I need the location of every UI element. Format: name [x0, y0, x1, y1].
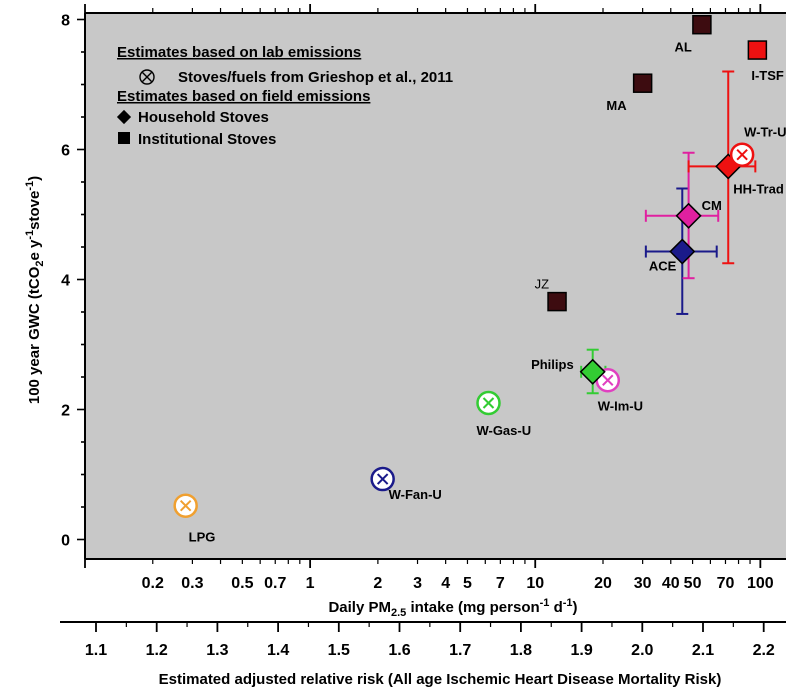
x-tick-label: 0.2 — [142, 575, 164, 592]
y-tick-label: 4 — [61, 273, 70, 290]
secondary-x-tick-label: 1.8 — [510, 642, 532, 659]
institutional-square — [547, 291, 567, 312]
legend-institutional: Institutional Stoves — [138, 131, 276, 148]
legend-lab-icon — [139, 69, 155, 85]
point-label: W-Gas-U — [476, 423, 531, 438]
secondary-x-tick-label: 2.1 — [692, 642, 714, 659]
y-axis-title: 100 year GWC (tCO2e y-1stove-1) — [24, 176, 46, 404]
lab-cross — [376, 473, 389, 485]
point-label: HH-Trad — [733, 181, 784, 196]
point-label: CM — [702, 198, 722, 213]
x-tick-label: 4 — [441, 575, 450, 592]
y-tick-label: 2 — [61, 403, 70, 420]
lab-point — [729, 142, 755, 167]
lab-point — [370, 466, 395, 492]
x-tick-label: 5 — [463, 575, 472, 592]
lab-cross — [179, 499, 192, 512]
x-tick-label: 0.3 — [181, 575, 203, 592]
point-label: MA — [606, 98, 627, 113]
x-tick-label: 3 — [413, 575, 422, 592]
x-tick-label: 30 — [634, 575, 652, 592]
point-label: ACE — [649, 259, 677, 274]
lab-cross — [602, 374, 614, 386]
y-tick-label: 8 — [61, 13, 70, 30]
secondary-x-tick-label: 1.2 — [146, 642, 168, 659]
point-label: AL — [675, 40, 692, 55]
secondary-x-tick-label: 1.7 — [449, 642, 471, 659]
secondary-x-tick-label: 1.3 — [206, 642, 228, 659]
secondary-x-tick-label: 2.2 — [753, 642, 775, 659]
x-tick-label: 0.7 — [264, 575, 286, 592]
x-axis-title: Daily PM2.5 intake (mg person-1 d-1) — [328, 597, 577, 619]
point-label: JZ — [535, 277, 550, 292]
point-label: W-Fan-U — [389, 487, 442, 502]
secondary-x-tick-label: 1.5 — [328, 642, 350, 659]
secondary-x-tick-label: 1.6 — [388, 642, 410, 659]
point-label: LPG — [189, 530, 216, 545]
point-label: W-Tr-U — [744, 125, 786, 140]
x-tick-label: 2 — [373, 575, 382, 592]
institutional-square — [632, 73, 653, 93]
y-tick-label: 0 — [61, 533, 70, 550]
secondary-x-tick-label: 1.4 — [267, 642, 289, 659]
x-tick-label: 70 — [717, 575, 735, 592]
point-label: Philips — [531, 357, 574, 372]
x-tick-label: 0.5 — [231, 575, 253, 592]
secondary-x-axis-title: Estimated adjusted relative risk (All ag… — [159, 671, 722, 688]
institutional-square — [747, 40, 768, 60]
secondary-x-tick-label: 2.0 — [631, 642, 653, 659]
lab-point — [173, 493, 198, 518]
lab-cross — [482, 397, 495, 409]
point-label: I-TSF — [751, 68, 784, 83]
legend-heading-field: Estimates based on field emissions — [117, 88, 370, 105]
x-tick-label: 7 — [496, 575, 505, 592]
legend-heading-lab: Estimates based on lab emissions — [117, 44, 361, 61]
legend-household: Household Stoves — [138, 109, 269, 126]
institutional-square — [692, 14, 712, 35]
x-tick-label: 20 — [594, 575, 612, 592]
plot-area — [85, 13, 786, 559]
legend-square-icon — [118, 132, 130, 144]
x-tick-label: 100 — [747, 575, 774, 592]
household-diamond — [675, 202, 702, 229]
secondary-x-tick-label: 1.9 — [570, 642, 592, 659]
lab-cross — [736, 148, 748, 161]
lab-point — [476, 390, 501, 416]
secondary-x-tick-label: 1.1 — [85, 642, 107, 659]
legend-lab-entry: Stoves/fuels from Grieshop et al., 2011 — [178, 69, 453, 86]
x-tick-label: 10 — [526, 575, 544, 592]
y-tick-label: 6 — [61, 143, 70, 160]
x-tick-label: 50 — [684, 575, 702, 592]
household-diamond — [669, 238, 696, 265]
legend: Estimates based on lab emissions Stoves/… — [116, 44, 453, 148]
household-diamond — [579, 358, 606, 385]
x-tick-label: 1 — [306, 575, 315, 592]
x-tick-label: 40 — [662, 575, 680, 592]
point-label: W-Im-U — [598, 398, 643, 413]
